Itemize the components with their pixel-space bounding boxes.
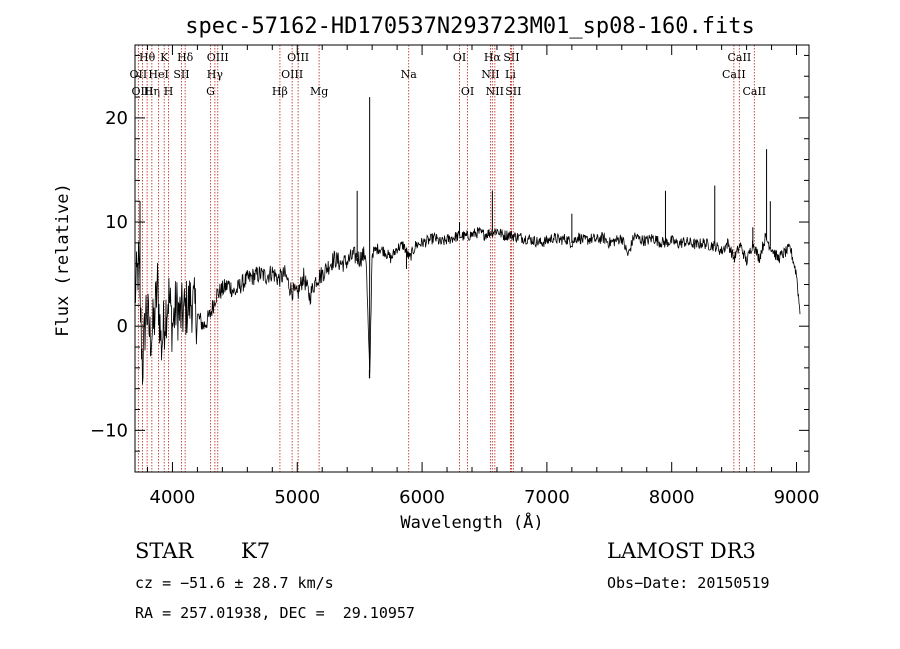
emission-line-label: NII	[481, 68, 499, 81]
x-axis: 4000 5000 6000 7000 8000 9000	[146, 45, 820, 508]
emission-line-label: CaII	[728, 51, 752, 64]
y-tick-label: 0	[117, 316, 128, 337]
emission-line-label: Na	[401, 68, 418, 81]
emission-line-label: OIII	[131, 85, 153, 98]
sky-coordinates: RA = 257.01938, DEC = 29.10957	[135, 604, 415, 622]
y-tick-label: 20	[105, 108, 128, 129]
emission-line-label: Hδ	[177, 51, 194, 64]
survey-name: LAMOST DR3	[607, 539, 756, 563]
y-axis-label: Flux (relative)	[53, 183, 73, 337]
x-tick-label: 4000	[150, 487, 196, 508]
emission-line-label: SII	[503, 51, 519, 64]
spectrum-series	[134, 97, 801, 385]
emission-line-label: Hβ	[272, 85, 288, 98]
emission-line-label: OI	[453, 51, 466, 64]
emission-line-label: K	[160, 51, 169, 64]
emission-line-label: CaII	[722, 68, 746, 81]
emission-line-label: Hθ	[139, 51, 156, 64]
emission-line-label: CaII	[742, 85, 766, 98]
emission-line-label: Mg	[310, 85, 328, 98]
emission-line-label: H	[164, 85, 174, 98]
emission-line-label: Hα	[484, 51, 502, 64]
redshift-velocity: cz = −51.6 ± 28.7 km/s	[135, 574, 334, 592]
chart-title: spec-57162-HD170537N293723M01_sp08-160.f…	[185, 14, 755, 39]
emission-line-label: Hγ	[207, 68, 224, 81]
emission-line-label: Hη	[144, 85, 160, 98]
x-tick-label: 5000	[274, 487, 320, 508]
x-tick-label: 9000	[774, 487, 820, 508]
emission-line-label: SII	[505, 85, 521, 98]
x-axis-label: Wavelength (Å)	[400, 511, 543, 533]
emission-line-label: OIII	[281, 68, 303, 81]
emission-line-label: OI	[461, 85, 474, 98]
plot-frame	[134, 44, 810, 473]
emission-line-label: SII	[173, 68, 189, 81]
y-axis: −10 0 10 20	[90, 54, 809, 452]
x-tick-label: 8000	[649, 487, 695, 508]
x-tick-label: 6000	[399, 487, 445, 508]
emission-line-label: G	[206, 85, 215, 98]
emission-line-label: OII	[130, 68, 148, 81]
emission-line-label: HeI	[148, 68, 168, 81]
emission-line-label: Li	[505, 68, 516, 81]
observation-date: Obs−Date: 20150519	[607, 574, 770, 592]
x-tick-label: 7000	[524, 487, 570, 508]
spectral-subclass: K7	[241, 539, 271, 563]
spectrum-line	[134, 226, 801, 385]
object-type: STAR	[135, 539, 194, 563]
emission-line-label: NII	[486, 85, 504, 98]
y-tick-label: −10	[90, 420, 128, 441]
y-tick-label: 10	[105, 212, 128, 233]
emission-line-label: OIII	[207, 51, 229, 64]
emission-line-label: OIII	[287, 51, 309, 64]
